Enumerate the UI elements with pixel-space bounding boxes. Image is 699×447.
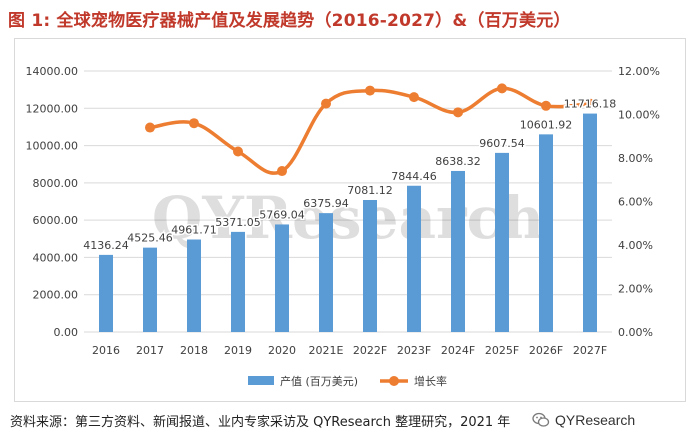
x-tick-label: 2018 xyxy=(180,344,208,357)
y-left-tick-label: 4000.00 xyxy=(33,251,79,264)
bar-data-label: 5371.05 xyxy=(215,216,261,229)
bar-data-label: 6375.94 xyxy=(303,197,349,210)
wechat-icon xyxy=(532,411,550,429)
bar-2022F xyxy=(363,199,377,332)
bar-2023F xyxy=(407,185,421,332)
growth-point-2027F xyxy=(585,98,595,109)
bar-2019 xyxy=(231,231,245,332)
y-right-tick-label: 12.00% xyxy=(618,65,660,78)
bar-data-label: 4525.46 xyxy=(127,232,173,245)
x-tick-label: 2022F xyxy=(353,344,387,357)
x-tick-label: 2023F xyxy=(397,344,431,357)
bar-data-label: 10601.92 xyxy=(520,118,573,131)
y-right-tick-label: 10.00% xyxy=(618,109,660,122)
y-left-tick-label: 10000.00 xyxy=(26,140,79,153)
bar-data-label: 9607.54 xyxy=(479,137,525,150)
x-tick-label: 2020 xyxy=(268,344,296,357)
y-left-tick-label: 6000.00 xyxy=(33,214,79,227)
y-left-tick-label: 12000.00 xyxy=(26,102,79,115)
legend-bar-swatch xyxy=(248,376,274,385)
x-tick-label: 2016 xyxy=(92,344,120,357)
y-right-tick-label: 8.00% xyxy=(618,152,653,165)
brand-badge: QYResearch xyxy=(532,405,692,435)
bar-2021E xyxy=(319,213,333,332)
chart-title: 图 1: 全球宠物医疗器械产值及发展趋势（2016-2027）&（百万美元） xyxy=(8,6,688,34)
growth-point-2026F xyxy=(541,100,551,111)
growth-point-2018 xyxy=(189,118,199,129)
figure-label: 图 1: xyxy=(8,11,51,31)
y-left-tick-label: 14000.00 xyxy=(26,65,79,78)
bar-data-label: 11716.18 xyxy=(564,98,617,111)
x-tick-label: 2021E xyxy=(309,344,344,357)
y-right-tick-label: 2.00% xyxy=(618,283,653,296)
legend-bar-label: 产值 (百万美元) xyxy=(280,374,358,388)
x-tick-label: 2025F xyxy=(485,344,519,357)
x-tick-label: 2027F xyxy=(573,344,607,357)
growth-point-2025F xyxy=(497,83,507,94)
y-left-tick-label: 2000.00 xyxy=(33,289,79,302)
y-left-tick-label: 0.00 xyxy=(54,326,79,339)
source-note: 资料来源：第三方资料、新闻报道、业内专家采访及 QYResearch 整理研究，… xyxy=(10,415,511,430)
x-tick-label: 2026F xyxy=(529,344,563,357)
brand-name: QYResearch xyxy=(555,412,636,428)
growth-point-2024F xyxy=(453,107,463,118)
title-text: 全球宠物医疗器械产值及发展趋势（2016-2027）&（百万美元） xyxy=(56,11,571,31)
legend-line-marker xyxy=(389,376,399,386)
legend-line-label: 增长率 xyxy=(414,374,447,388)
bar-2026F xyxy=(539,134,553,332)
x-tick-label: 2017 xyxy=(136,344,164,357)
growth-point-2017 xyxy=(145,122,155,133)
growth-point-2022F xyxy=(365,85,375,96)
growth-point-2021E xyxy=(321,98,331,109)
y-right-tick-label: 0.00% xyxy=(618,326,653,339)
bar-data-label: 5769.04 xyxy=(259,208,305,221)
bar-2018 xyxy=(187,239,201,332)
bar-2025F xyxy=(495,152,509,332)
bar-2016 xyxy=(99,254,113,332)
bar-2027F xyxy=(583,113,597,332)
y-right-tick-label: 6.00% xyxy=(618,196,653,209)
bar-data-label: 7081.12 xyxy=(347,184,393,197)
bar-data-label: 4136.24 xyxy=(83,239,129,252)
y-left-tick-label: 8000.00 xyxy=(33,177,79,190)
bar-data-label: 7844.46 xyxy=(391,170,437,183)
watermark-text: QYResearch xyxy=(152,184,544,252)
bar-2017 xyxy=(143,247,157,332)
bar-2024F xyxy=(451,170,465,332)
bar-2020 xyxy=(275,224,289,332)
bar-data-label: 8638.32 xyxy=(435,155,481,168)
growth-point-2019 xyxy=(233,146,243,157)
x-tick-label: 2019 xyxy=(224,344,252,357)
bar-data-label: 4961.71 xyxy=(171,223,217,236)
growth-point-2020 xyxy=(277,166,287,177)
y-right-tick-label: 4.00% xyxy=(618,239,653,252)
x-tick-label: 2024F xyxy=(441,344,475,357)
growth-point-2023F xyxy=(409,92,419,103)
